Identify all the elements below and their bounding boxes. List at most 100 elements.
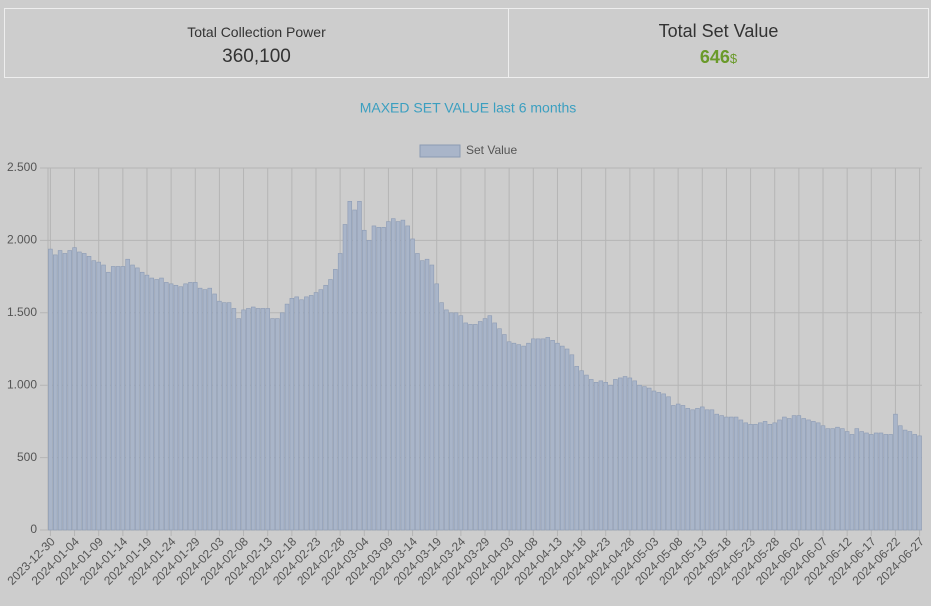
bar (516, 344, 522, 531)
bar (323, 284, 328, 531)
bar (265, 308, 270, 531)
bar (391, 218, 396, 531)
bar (796, 415, 802, 531)
bar (473, 324, 478, 531)
bar (159, 277, 164, 531)
bar (236, 318, 241, 531)
bar (820, 425, 826, 531)
bar (555, 342, 560, 531)
bar (120, 266, 126, 531)
bar (67, 250, 72, 531)
bar (255, 308, 261, 531)
bar (859, 431, 864, 531)
bar (400, 219, 406, 531)
y-tick-label: 0 (30, 522, 37, 536)
bar (193, 282, 198, 531)
bar (540, 338, 546, 531)
bar (719, 415, 724, 531)
bar (666, 396, 671, 531)
bar (101, 264, 106, 531)
chart-title: MAXED SET VALUE last 6 months (360, 100, 577, 116)
bar (758, 422, 763, 531)
card: Total Set Value 646$ (509, 9, 928, 77)
bar (463, 322, 468, 531)
bar (207, 287, 212, 531)
bar (753, 423, 758, 531)
bar (869, 434, 874, 531)
bar (661, 393, 666, 531)
bar (357, 201, 362, 531)
y-tick-label: 2.500 (7, 160, 37, 174)
bar (173, 284, 179, 531)
bar (888, 434, 893, 531)
bar (410, 238, 415, 531)
bar (57, 250, 63, 531)
bar (502, 334, 507, 531)
bar (844, 431, 850, 531)
bar (333, 269, 338, 531)
bar (569, 354, 575, 531)
bar (560, 345, 565, 531)
bar (188, 282, 193, 531)
bar (448, 312, 454, 531)
bar (294, 296, 299, 531)
bar (849, 434, 855, 531)
bar (81, 253, 87, 531)
bar (825, 428, 831, 531)
bar (912, 434, 917, 531)
bar (806, 419, 811, 531)
bar (767, 423, 773, 531)
bar (695, 408, 700, 531)
card-value: 360,100 (222, 46, 291, 67)
bar (545, 337, 551, 531)
bar (299, 299, 304, 531)
bar (482, 318, 488, 531)
bar (371, 225, 377, 531)
bar (289, 298, 295, 531)
bar (178, 286, 184, 531)
bar (444, 309, 449, 531)
bar (815, 422, 821, 531)
card: Total Collection Power 360,100 (5, 9, 509, 77)
bar (801, 418, 806, 531)
bar (202, 289, 208, 531)
bar (149, 277, 155, 531)
bar (139, 271, 145, 531)
bar (729, 416, 734, 531)
bar (110, 266, 116, 531)
bar (632, 380, 637, 531)
bar (308, 295, 314, 531)
bar (477, 321, 483, 531)
bar (743, 422, 748, 531)
bar (521, 345, 526, 531)
bar (579, 370, 584, 531)
bar (212, 293, 217, 531)
bar (777, 419, 782, 531)
bar (48, 248, 53, 531)
bar (284, 303, 290, 531)
bar (217, 300, 222, 531)
bar (328, 279, 333, 531)
card-label: Total Collection Power (187, 24, 326, 40)
bar (313, 292, 319, 531)
bar (589, 379, 594, 531)
bar (709, 409, 715, 531)
bar (907, 431, 913, 531)
bar (453, 312, 459, 531)
bar (651, 390, 657, 531)
bar (241, 309, 246, 531)
bar (415, 253, 420, 531)
bar (222, 302, 227, 531)
bar (270, 318, 275, 531)
bar (381, 227, 386, 531)
bar (873, 432, 879, 531)
bar (526, 342, 531, 531)
bar (106, 271, 111, 531)
card-label: Total Set Value (658, 21, 779, 41)
bar (593, 382, 599, 531)
bar (164, 282, 169, 531)
bar (72, 247, 77, 531)
bar (347, 201, 353, 531)
bar (434, 283, 439, 531)
